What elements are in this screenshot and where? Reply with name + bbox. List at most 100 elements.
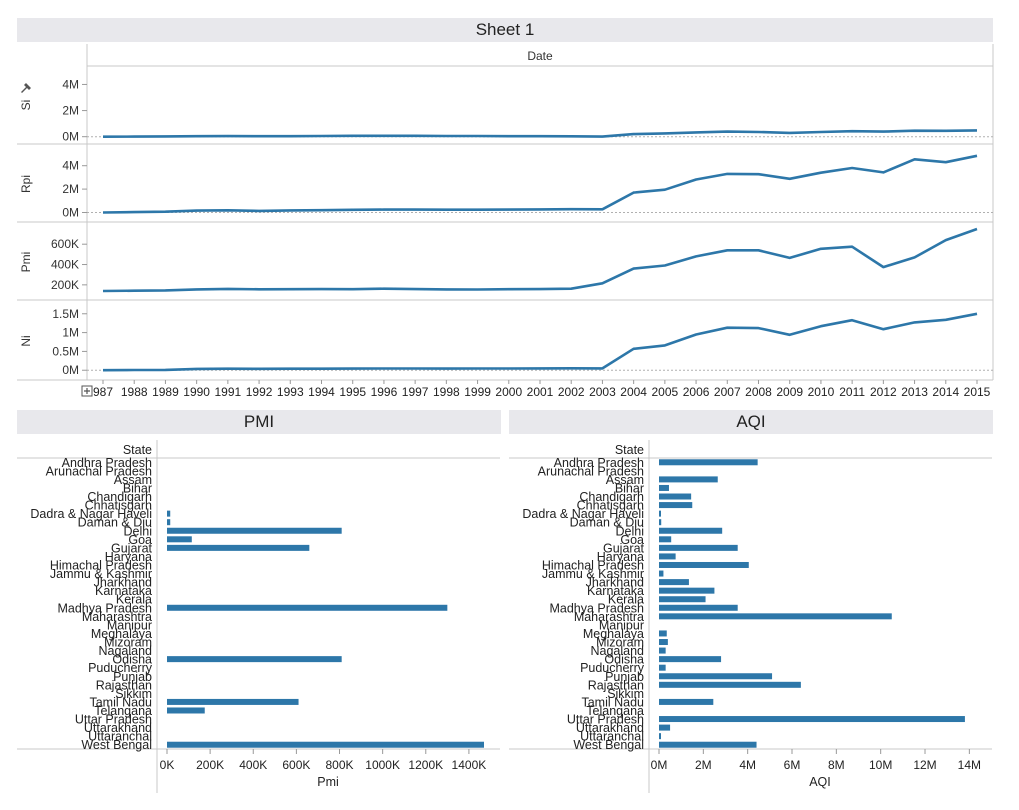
aqi-bar[interactable] xyxy=(659,553,676,560)
pmi-bar[interactable] xyxy=(167,510,171,517)
aqi-x-tick-label: 14M xyxy=(958,758,981,772)
line-series-rpi xyxy=(102,154,978,214)
pmi-category-label: Himachal Pradesh xyxy=(50,558,152,572)
pmi-category-label: Assam xyxy=(114,473,152,487)
aqi-bar[interactable] xyxy=(659,716,965,723)
pmi-bar[interactable] xyxy=(167,698,299,705)
aqi-bar[interactable] xyxy=(659,561,749,568)
aqi-category-label: Jammu & Kashmir xyxy=(542,567,644,581)
pmi-bar[interactable] xyxy=(167,741,484,748)
pmi-category-label: West Bengal xyxy=(81,738,152,752)
aqi-category-label: Nagaland xyxy=(590,644,644,658)
aqi-category-label: Kerala xyxy=(608,593,644,607)
pmi-bar[interactable] xyxy=(167,544,310,551)
aqi-bar[interactable] xyxy=(659,579,689,586)
pmi-category-label: Delhi xyxy=(124,524,153,538)
aqi-bar[interactable] xyxy=(659,724,671,731)
series-label-pmi: Pmi xyxy=(19,252,33,273)
pmi-x-tick-label: 800K xyxy=(326,758,354,772)
aqi-x-axis-title: AQI xyxy=(809,775,831,789)
pmi-category-label: Puducherry xyxy=(88,661,153,675)
aqi-category-label: Dadra & Nagar Haveli xyxy=(522,507,644,521)
aqi-bar[interactable] xyxy=(659,476,718,483)
aqi-bar[interactable] xyxy=(659,681,801,688)
aqi-bar[interactable] xyxy=(659,587,715,594)
aqi-bar[interactable] xyxy=(659,519,662,526)
pmi-bar[interactable] xyxy=(167,604,448,611)
aqi-category-label: Uttar Pradesh xyxy=(567,713,644,727)
aqi-category-label: Maharashtra xyxy=(574,610,644,624)
aqi-bar[interactable] xyxy=(659,570,664,577)
aqi-bar[interactable] xyxy=(659,664,666,671)
pmi-x-tick-label: 400K xyxy=(239,758,267,772)
aqi-bar[interactable] xyxy=(659,647,666,654)
pin-icon[interactable] xyxy=(21,82,31,93)
pmi-category-label: Dadra & Nagar Haveli xyxy=(30,507,152,521)
y-tick-label: 2M xyxy=(62,182,79,196)
aqi-category-label: Chandigarh xyxy=(579,490,644,504)
aqi-bar[interactable] xyxy=(659,639,668,646)
y-tick-label: 200K xyxy=(51,278,79,292)
pmi-category-label: Uttar Pradesh xyxy=(75,713,152,727)
x-tick-label: 1993 xyxy=(277,385,304,399)
pmi-category-label: Madhya Pradesh xyxy=(57,601,152,615)
pmi-title: PMI xyxy=(243,412,275,431)
x-tick-label: 2010 xyxy=(808,385,835,399)
y-tick-label: 400K xyxy=(51,258,79,272)
y-tick-label: 1M xyxy=(62,326,79,340)
pmi-category-label: Daman & Diu xyxy=(78,516,152,530)
aqi-bar[interactable] xyxy=(659,502,693,509)
aqi-x-tick-label: 0M xyxy=(651,758,668,772)
x-tick-label: 1990 xyxy=(183,385,210,399)
x-tick-label: 1992 xyxy=(246,385,273,399)
aqi-x-tick-label: 2M xyxy=(695,758,712,772)
aqi-category-label: Karnataka xyxy=(587,584,644,598)
aqi-x-tick-label: 10M xyxy=(869,758,892,772)
aqi-bar[interactable] xyxy=(659,536,672,543)
aqi-bar[interactable] xyxy=(659,604,738,611)
x-tick-label: 1999 xyxy=(464,385,491,399)
aqi-bar[interactable] xyxy=(659,510,661,517)
y-tick-label: 0M xyxy=(62,205,79,219)
aqi-bar[interactable] xyxy=(659,596,706,603)
aqi-bar[interactable] xyxy=(659,733,661,740)
x-tick-label: 2012 xyxy=(870,385,897,399)
aqi-bar[interactable] xyxy=(659,613,892,620)
aqi-category-label: Manipur xyxy=(599,618,644,632)
aqi-bar[interactable] xyxy=(659,698,714,705)
aqi-bar[interactable] xyxy=(659,630,667,637)
series-label-rpi: Rpi xyxy=(19,175,33,193)
aqi-category-label: Himachal Pradesh xyxy=(542,558,644,572)
pmi-bar[interactable] xyxy=(167,519,171,526)
aqi-bar[interactable] xyxy=(659,527,723,534)
aqi-x-tick-label: 6M xyxy=(784,758,801,772)
aqi-bar[interactable] xyxy=(659,484,669,491)
x-tick-label: 2007 xyxy=(714,385,741,399)
aqi-bar[interactable] xyxy=(659,741,757,748)
pmi-bar[interactable] xyxy=(167,527,342,534)
aqi-category-label: Delhi xyxy=(616,524,645,538)
pmi-category-label: Nagaland xyxy=(98,644,152,658)
aqi-bar[interactable] xyxy=(659,544,738,551)
pmi-category-label: Jammu & Kashmir xyxy=(50,567,152,581)
aqi-bar[interactable] xyxy=(659,493,692,500)
aqi-category-label: Puducherry xyxy=(580,661,645,675)
x-tick-label: 2005 xyxy=(652,385,679,399)
pmi-bar[interactable] xyxy=(167,707,205,714)
pmi-category-label: Uttarakhand xyxy=(84,721,152,735)
pmi-x-tick-label: 600K xyxy=(282,758,310,772)
aqi-category-label: Assam xyxy=(606,473,644,487)
series-label-ni: Ni xyxy=(19,335,33,346)
pmi-category-label: Gujarat xyxy=(111,541,153,555)
pmi-bar[interactable] xyxy=(167,656,342,663)
aqi-bar[interactable] xyxy=(659,673,773,680)
y-tick-label: 4M xyxy=(62,159,79,173)
pmi-category-label: Jharkhand xyxy=(94,576,152,590)
aqi-category-label: Goa xyxy=(620,533,644,547)
aqi-bar[interactable] xyxy=(659,459,758,466)
expand-icon-plus[interactable] xyxy=(84,388,90,394)
pmi-bar[interactable] xyxy=(167,536,192,543)
aqi-bar[interactable] xyxy=(659,656,722,663)
pmi-x-tick-label: 1000K xyxy=(365,758,400,772)
